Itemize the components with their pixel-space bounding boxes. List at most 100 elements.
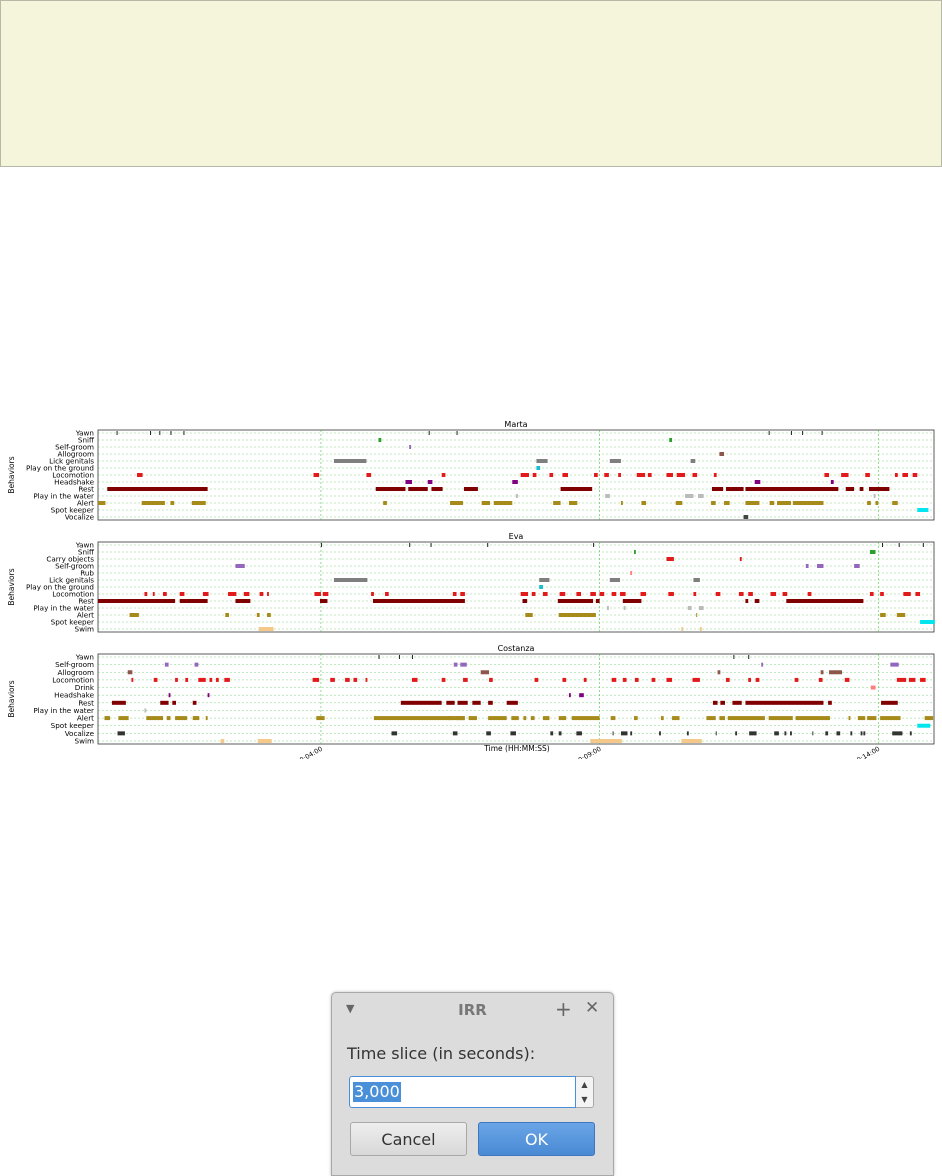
event-bar [892,731,903,736]
event-bar [522,599,528,603]
event-bar [523,716,527,721]
event-bar [829,670,843,675]
event-bar [854,564,860,568]
event-bar [666,473,673,477]
event-bar [903,592,911,596]
title-bar[interactable]: ▼ IRR + ✕ [332,993,613,1027]
event-bar [198,677,206,682]
event-bar [633,716,638,721]
cancel-button[interactable]: Cancel [350,1122,467,1156]
event-bar [735,731,738,736]
event-bar [550,731,554,736]
tick-label-behavior: Swim [75,625,94,634]
close-icon[interactable]: ✕ [585,998,600,1018]
event-bar [166,716,171,721]
event-bar [869,550,876,554]
tick-label-behavior: Locomotion [52,590,94,599]
event-bar [170,501,175,505]
tick-label-behavior: Rub [80,569,94,578]
event-bar [896,613,906,617]
tick-label-behavior: Play in the water [33,492,94,501]
event-bar [836,731,841,736]
event-bar [409,445,412,449]
event-bar [920,620,935,624]
event-bar [725,487,744,491]
event-bar [902,473,908,477]
event-bar [870,685,876,690]
event-bar [676,473,686,477]
event-bar [630,731,633,736]
tick-label-behavior: Alert [77,611,94,620]
event-bar [769,501,775,505]
event-bar [460,592,465,596]
tick-label-behavior: Headshake [54,478,94,487]
event-bar [549,473,554,477]
event-bar [579,693,584,698]
event-bar [770,592,777,596]
event-bar [267,613,271,617]
tick-label-behavior: Carry objects [46,555,94,564]
event-bar [463,487,478,491]
event-bar [207,693,210,698]
event-bar [738,592,744,596]
x-axis-label: Time (HH:MM:SS) [483,744,549,753]
event-bar [460,662,467,667]
event-bar [488,716,507,721]
event-bar [786,599,864,603]
event-bar [713,473,717,477]
event-bar [144,592,148,596]
event-bar [912,473,918,477]
event-bar [754,599,760,603]
event-bar [612,731,614,736]
event-bar [807,592,812,596]
event-bar [761,662,764,667]
event-bar [881,543,883,547]
event-bar [152,592,155,596]
tick-label-time: 00:09:00 [573,745,602,759]
tick-label-behavior: Spot keeper [51,721,94,730]
event-bar [316,716,325,721]
top-panel [0,0,942,167]
event-bar [468,716,477,721]
event-bar [313,473,320,477]
event-bar [510,731,516,736]
event-bar [179,599,208,603]
spin-up-icon[interactable]: ▲ [581,1080,588,1089]
event-bar [595,599,600,603]
event-bar [630,571,633,575]
event-bar [590,739,622,743]
event-bar [863,731,866,736]
event-bar [873,494,876,498]
tick-label-time: 00:04:00 [295,745,324,759]
event-bar [383,501,387,505]
event-bar [802,431,804,435]
tick-label-behavior: Self-groom [55,660,94,669]
event-bar [611,677,617,682]
menu-down-icon[interactable]: ▼ [346,1002,355,1015]
event-bar [127,670,133,675]
event-bar [448,716,451,721]
event-bar [909,731,912,736]
event-bar [534,677,539,682]
event-bar [330,677,335,682]
tick-label-behavior: Swim [75,737,94,746]
event-bar [794,677,799,682]
spin-down-icon[interactable]: ▼ [581,1095,588,1104]
event-bar [373,716,464,721]
event-bar [111,700,126,705]
event-bar [322,592,329,596]
event-bar [333,578,368,582]
maximize-icon[interactable]: + [555,997,572,1021]
event-bar [159,431,161,435]
event-bar [456,431,458,435]
ok-button[interactable]: OK [478,1122,595,1156]
event-bar [848,716,851,721]
event-bar [693,578,700,582]
time-slice-input[interactable]: 3,000 [349,1076,576,1108]
event-bar [107,487,165,491]
event-bar [320,543,322,547]
event-bar [511,716,519,721]
event-bar [104,716,111,721]
event-bar [696,613,698,617]
event-bar [400,700,442,705]
